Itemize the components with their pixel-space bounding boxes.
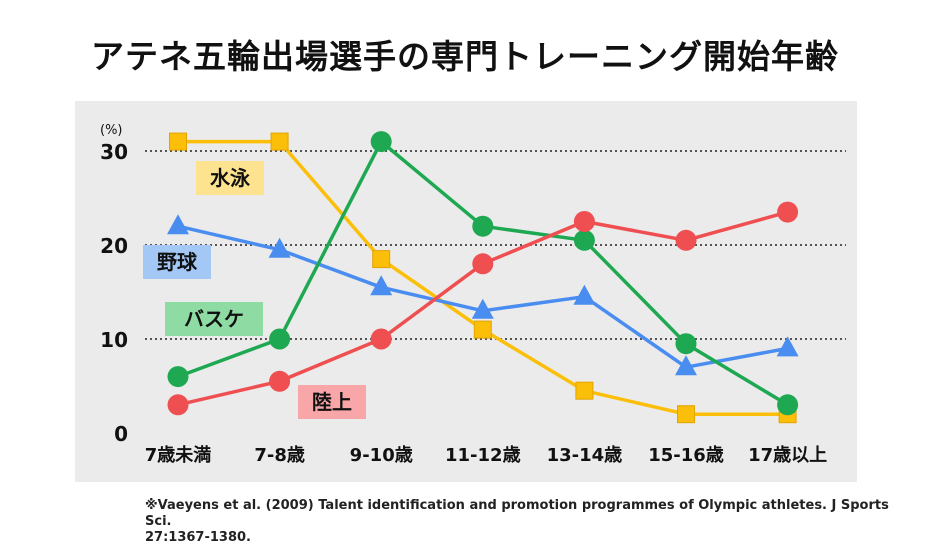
data-point — [268, 237, 291, 258]
data-point — [573, 284, 596, 305]
data-point — [269, 328, 291, 350]
citation-line-2: 27:1367-1380. — [145, 530, 251, 545]
series-label: 陸上 — [312, 390, 352, 414]
x-tick-label: 17歳以上 — [748, 445, 827, 466]
data-point — [167, 214, 189, 235]
data-point — [675, 355, 697, 376]
data-point — [677, 405, 695, 424]
x-tick-label: 13-14歳 — [547, 445, 623, 466]
data-point — [370, 131, 392, 153]
data-point — [167, 366, 189, 388]
y-tick-label: 0 — [114, 422, 128, 446]
x-tick-label: 7-8歳 — [254, 445, 305, 466]
data-point — [472, 215, 494, 237]
data-point — [675, 229, 697, 251]
series-group — [167, 131, 799, 424]
x-tick-label: 9-10歳 — [350, 445, 413, 466]
data-point — [270, 132, 289, 151]
series-label: 水泳 — [210, 166, 251, 190]
citation: ※Vaeyens et al. (2009) Talent identifica… — [145, 498, 915, 546]
data-point — [472, 253, 494, 275]
data-point — [777, 394, 799, 416]
series-label: バスケ — [184, 307, 244, 331]
chart-title: アテネ五輪出場選手の専門トレーニング開始年齢 — [91, 37, 839, 76]
series-label-box — [165, 302, 263, 336]
citation-line-1: ※Vaeyens et al. (2009) Talent identifica… — [145, 498, 889, 529]
axes: 0 10 20 30 (%) 7歳未満 7-8歳 9-10歳 11-12歳 13-14歳 15-16… — [100, 123, 827, 466]
data-point — [776, 336, 799, 357]
data-point — [573, 229, 595, 251]
data-point — [473, 320, 492, 339]
data-point — [777, 201, 799, 223]
series-label-box — [298, 385, 366, 419]
data-point — [675, 333, 697, 355]
data-point — [471, 298, 494, 319]
x-tick-label: 15-16歳 — [648, 445, 724, 466]
plot-background — [75, 101, 857, 482]
data-point — [167, 394, 189, 416]
data-point — [269, 370, 291, 392]
data-point — [169, 132, 187, 151]
data-point — [573, 211, 595, 232]
series-label-box — [196, 161, 264, 195]
data-point — [372, 250, 391, 269]
x-tick-label: 11-12歳 — [445, 445, 521, 466]
data-point — [370, 275, 393, 296]
y-tick-label: 30 — [100, 140, 128, 164]
y-tick-label: 20 — [100, 234, 128, 258]
series-label: 野球 — [157, 250, 198, 274]
data-point — [575, 381, 594, 400]
y-tick-label: 10 — [100, 328, 128, 352]
x-tick-label: 7歳未満 — [145, 444, 212, 466]
data-point — [370, 328, 392, 350]
y-axis-label: (%) — [100, 123, 123, 138]
series-label-box — [143, 245, 211, 279]
